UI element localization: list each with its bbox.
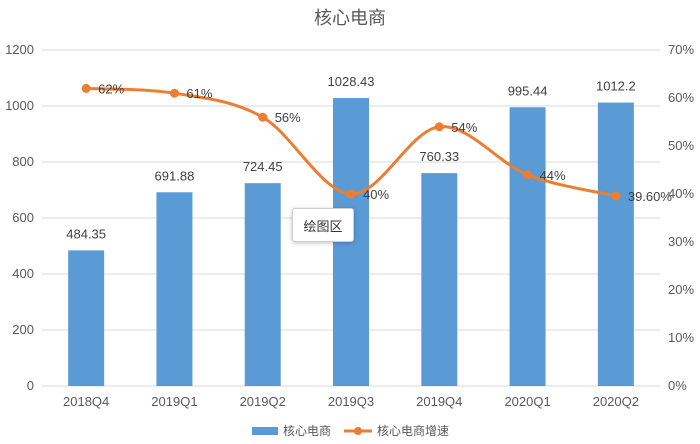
bar-value-label: 691.88 bbox=[155, 168, 195, 183]
bar-value-label: 760.33 bbox=[419, 149, 459, 164]
x-tick-label: 2018Q4 bbox=[63, 394, 109, 409]
y-right-tick-label: 0% bbox=[668, 378, 687, 393]
y-right-tick-label: 70% bbox=[668, 42, 694, 57]
x-tick-label: 2020Q2 bbox=[593, 394, 639, 409]
line-value-label: 62% bbox=[98, 81, 124, 96]
y-left-tick-label: 400 bbox=[12, 266, 34, 281]
bar bbox=[68, 250, 105, 386]
line-point bbox=[611, 191, 621, 201]
line-point bbox=[523, 170, 533, 180]
y-right-tick-label: 30% bbox=[668, 234, 694, 249]
line-point bbox=[434, 122, 444, 132]
y-right-tick-label: 10% bbox=[668, 330, 694, 345]
y-left-tick-label: 800 bbox=[12, 154, 34, 169]
plot-area-tooltip: 绘图区 bbox=[292, 208, 354, 242]
data-labels: 484.35 691.88 724.45 1028.43 760.33 995.44 101… bbox=[66, 74, 672, 241]
line-value-label: 61% bbox=[186, 86, 212, 101]
line-point bbox=[169, 88, 179, 98]
x-tick-label: 2020Q1 bbox=[504, 394, 550, 409]
y-left-tick-label: 0 bbox=[27, 378, 34, 393]
bar-value-label: 995.44 bbox=[508, 83, 548, 98]
legend-bar-label: 核心电商 bbox=[283, 423, 331, 438]
line-value-label: 56% bbox=[275, 110, 301, 125]
line-value-label: 39.60% bbox=[628, 189, 673, 204]
y-right-tick-label: 50% bbox=[668, 138, 694, 153]
line-value-label: 44% bbox=[540, 168, 566, 183]
line-point bbox=[81, 83, 91, 93]
bar bbox=[421, 173, 458, 386]
x-tick-label: 2019Q3 bbox=[328, 394, 374, 409]
y-left-tick-label: 600 bbox=[12, 210, 34, 225]
line-point bbox=[346, 189, 356, 199]
bar-value-label: 1012.2 bbox=[596, 79, 636, 94]
y-left-tick-label: 200 bbox=[12, 322, 34, 337]
line-value-label: 54% bbox=[451, 120, 477, 135]
bar bbox=[509, 107, 546, 387]
bar bbox=[597, 102, 634, 387]
legend-line-marker bbox=[354, 427, 362, 435]
legend: 核心电商 核心电商增速 bbox=[252, 423, 449, 438]
bar-value-label: 484.35 bbox=[66, 226, 106, 241]
y-left-tick-label: 1200 bbox=[5, 42, 34, 57]
bar-series bbox=[68, 98, 634, 387]
bar bbox=[333, 98, 369, 386]
x-tick-label: 2019Q4 bbox=[416, 394, 462, 409]
x-tick-label: 2019Q1 bbox=[151, 394, 197, 409]
x-tick-label: 2019Q2 bbox=[240, 394, 286, 409]
line-value-label: 40% bbox=[363, 187, 389, 202]
line-point bbox=[258, 112, 268, 122]
chart-title: 核心电商 bbox=[314, 8, 386, 29]
bar bbox=[156, 192, 193, 386]
y-right-tick-label: 20% bbox=[668, 282, 694, 297]
y-right-tick-label: 60% bbox=[668, 90, 694, 105]
line-series bbox=[81, 83, 621, 201]
bar-value-label: 724.45 bbox=[243, 159, 283, 174]
legend-line-label: 核心电商增速 bbox=[377, 423, 449, 438]
legend-bar-swatch bbox=[252, 427, 278, 435]
bar bbox=[244, 183, 281, 386]
bar-value-label: 1028.43 bbox=[328, 74, 375, 89]
y-right-tick-label: 40% bbox=[668, 186, 694, 201]
axes: 0 200 400 600 800 1000 1200 0% 10% 20% 30% 40% 50% 60… bbox=[5, 42, 694, 409]
y-left-tick-label: 1000 bbox=[5, 98, 34, 113]
